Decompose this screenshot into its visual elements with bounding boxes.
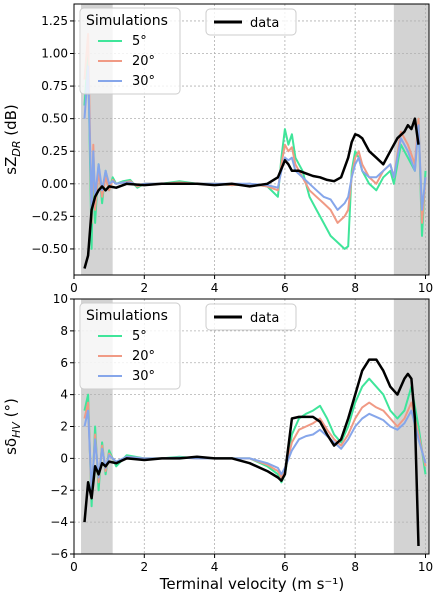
y-tick-label-2: −2: [50, 483, 68, 497]
legend-simulations: Simulations 5° 20° 30°: [79, 302, 181, 390]
panel-zdr: 0 2 4 6 8 10 −0.50 −0.25 0.00 0.25 0.50 0.75 1.00 1.…: [2, 3, 433, 295]
x-ticks: 0 2 4 6 8 10: [70, 275, 433, 295]
y-ticks: −0.50 −0.25 0.00 0.25 0.50 0.75 1.00 1.25: [31, 14, 74, 256]
legend-sim-entries: 5° 20° 30°: [98, 329, 155, 384]
y-tick-label-6: 6: [60, 356, 68, 370]
y-tick-label-0: −6: [50, 547, 68, 561]
y-tick-label-5: 4: [60, 388, 68, 402]
y-axis-label-sub: HV: [10, 421, 23, 438]
legend-data: data: [205, 8, 297, 36]
y-tick-label-3: 0.25: [41, 144, 68, 158]
y-axis-label: sZDR (dB): [2, 104, 23, 175]
x-tick-label-5: 10: [418, 281, 433, 295]
series-line-data: [83, 358, 420, 547]
series-line-5: [83, 377, 427, 508]
legend-sim-box: [79, 302, 181, 390]
legend-data-box: [205, 8, 297, 36]
y-tick-label-2: 0.00: [41, 177, 68, 191]
x-tick-label-2: 4: [211, 281, 219, 295]
y-tick-label-4: 2: [60, 420, 68, 434]
y-tick-label-6: 1.00: [41, 47, 68, 61]
series-lines: [83, 358, 427, 547]
y-tick-label-4: 0.50: [41, 112, 68, 126]
series-line-30: [83, 65, 427, 211]
y-axis-label-main: sδ: [2, 438, 20, 455]
y-axis-label-main: sZ: [2, 157, 20, 175]
y-ticks: −6 −4 −2 0 2 4 6 8 10: [50, 292, 74, 561]
legend-data-box: [205, 303, 297, 331]
legend-label-5: 5°: [132, 34, 147, 49]
legend-data-label: data: [250, 16, 279, 31]
panel-dhv: 0 2 4 6 8 10 −6 −4 −2 0 2 4 6 8 10 sδHV (°) Simulatio…: [2, 292, 433, 574]
y-axis-label-sub: DR: [10, 141, 23, 157]
y-tick-label-7: 1.25: [41, 14, 68, 28]
x-tick-label-5: 10: [418, 560, 433, 574]
legend-label-20: 20°: [132, 54, 155, 69]
x-ticks: 0 2 4 6 8 10: [70, 554, 433, 574]
x-tick-label-0: 0: [70, 560, 78, 574]
series-line-data: [83, 117, 420, 269]
legend-sim-entries: 5° 20° 30°: [98, 34, 155, 89]
y-tick-label-3: 0: [60, 451, 68, 465]
y-tick-label-8: 10: [53, 292, 68, 306]
plot-frame: [73, 3, 430, 276]
x-tick-label-4: 8: [351, 560, 359, 574]
legend-sim-box: [79, 7, 181, 95]
y-tick-label-5: 0.75: [41, 79, 68, 93]
y-tick-label-1: −4: [50, 515, 68, 529]
legend-label-5: 5°: [132, 329, 147, 344]
y-axis-label: sδHV (°): [2, 398, 23, 455]
x-tick-label-0: 0: [70, 281, 78, 295]
x-tick-label-3: 6: [281, 281, 289, 295]
series-lines: [83, 33, 427, 269]
legend-data-label: data: [250, 311, 279, 326]
x-axis-label: Terminal velocity (m s⁻¹): [159, 575, 344, 593]
legend-simulations: Simulations 5° 20° 30°: [79, 7, 181, 95]
y-tick-label-7: 8: [60, 324, 68, 338]
x-tick-label-4: 8: [351, 281, 359, 295]
x-tick-label-1: 2: [140, 281, 148, 295]
legend-label-20: 20°: [132, 349, 155, 364]
x-tick-label-3: 6: [281, 560, 289, 574]
x-tick-label-1: 2: [140, 560, 148, 574]
y-tick-label-0: −0.50: [31, 242, 68, 256]
legend-data: data: [205, 303, 297, 331]
x-tick-label-2: 4: [211, 560, 219, 574]
y-tick-label-1: −0.25: [31, 209, 68, 223]
legend-label-30: 30°: [132, 74, 155, 89]
series-line-30: [83, 409, 427, 492]
legend-sim-title: Simulations: [86, 308, 168, 324]
legend-sim-title: Simulations: [86, 13, 168, 29]
y-axis-label-unit: (°): [2, 398, 20, 422]
legend-label-30: 30°: [132, 369, 155, 384]
y-axis-label-unit: (dB): [2, 104, 20, 140]
